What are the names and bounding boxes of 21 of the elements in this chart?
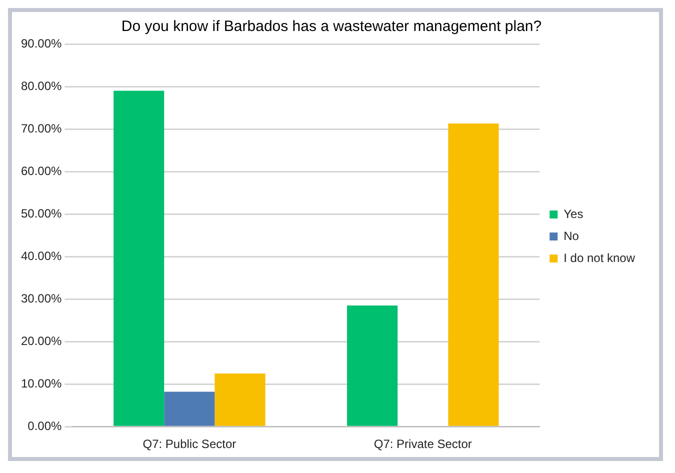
y-tick-label: 0.00% xyxy=(28,418,62,433)
legend-label: No xyxy=(564,228,580,243)
bar xyxy=(114,90,164,426)
chart-title: Do you know if Barbados has a wastewater management plan? xyxy=(121,18,542,36)
legend-label: Yes xyxy=(564,206,584,221)
y-tick-label: 60.00% xyxy=(20,164,62,178)
y-tick-label: 30.00% xyxy=(20,291,62,306)
bar xyxy=(214,373,266,426)
x-tick-label: Q7: Private Sector xyxy=(374,437,472,452)
legend-label: I do not know xyxy=(564,250,636,265)
bar xyxy=(448,123,499,426)
y-tick-label: 90.00% xyxy=(20,36,62,50)
y-tick-label: 70.00% xyxy=(20,121,62,136)
y-tick-label: 20.00% xyxy=(20,334,62,348)
y-tick-label: 10.00% xyxy=(20,376,62,390)
y-tick-label: 40.00% xyxy=(20,248,62,263)
y-tick-label: 80.00% xyxy=(20,78,62,93)
y-tick-label: 50.00% xyxy=(20,206,62,220)
bar xyxy=(164,392,215,426)
x-tick-label: Q7: Public Sector xyxy=(142,437,236,452)
bar xyxy=(347,305,398,426)
